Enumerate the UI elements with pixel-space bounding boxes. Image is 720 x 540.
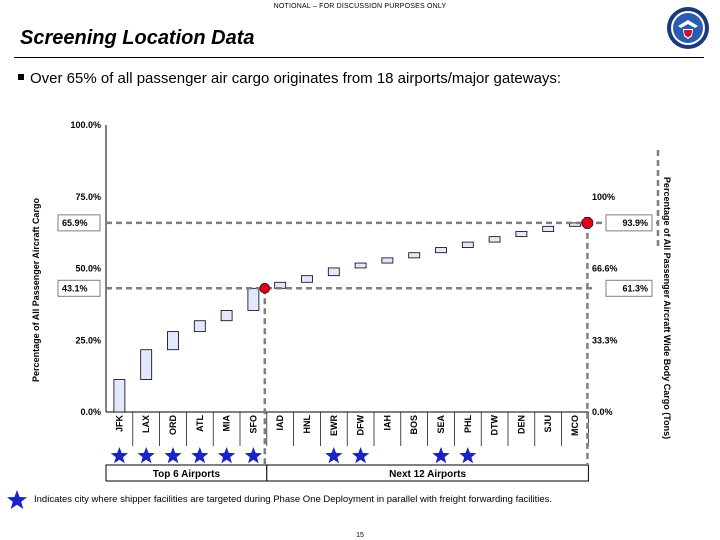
category-label: SJU	[543, 415, 553, 433]
cumulative-bar	[408, 252, 421, 259]
group-marker	[259, 283, 271, 294]
cumulative-bar	[435, 247, 447, 254]
category-label: MIA	[222, 415, 232, 432]
right-tick-label: 0.0%	[592, 407, 613, 417]
callout-right-lower: 61.3%	[622, 283, 648, 293]
star-icon	[244, 447, 262, 464]
star-icon	[7, 490, 27, 509]
category-label: DTW	[490, 415, 500, 436]
star-icon	[110, 447, 128, 464]
group-label: Top 6 Airports	[153, 469, 221, 480]
cumulative-bar	[488, 236, 501, 243]
classification-banner: NOTIONAL – FOR DISCUSSION PURPOSES ONLY	[273, 3, 447, 10]
cumulative-bar	[140, 349, 153, 380]
callout-right-upper-box	[605, 214, 653, 232]
cumulative-bar	[301, 275, 313, 283]
star-icon	[191, 447, 209, 464]
category-label: SEA	[436, 415, 446, 434]
legend-text: Indicates city where shipper facilities …	[34, 494, 553, 505]
category-label: SFO	[248, 415, 258, 434]
callout-right-upper: 93.9%	[622, 218, 648, 228]
cumulative-bar	[381, 257, 394, 264]
cumulative-bar	[247, 287, 260, 311]
category-label: MCO	[570, 415, 580, 436]
category-label: DFW	[356, 415, 366, 436]
cumulative-bar	[569, 222, 581, 227]
category-label: IAH	[382, 415, 392, 431]
cumulative-bar	[542, 225, 555, 232]
cumulative-bar	[327, 267, 340, 277]
summary-bullet-text: Over 65% of all passenger air cargo orig…	[30, 70, 562, 87]
left-tick-label: 25.0%	[75, 335, 101, 345]
callout-left-upper-box	[57, 214, 101, 232]
category-label: IAD	[275, 415, 285, 431]
callout-left-lower-box	[57, 279, 101, 297]
cumulative-bar	[193, 320, 206, 333]
star-icon	[325, 447, 343, 464]
category-label: LAX	[141, 415, 151, 433]
star-icon	[459, 447, 477, 464]
right-tick-label: 100%	[592, 192, 615, 202]
page-number: 15	[356, 532, 364, 539]
star-icon	[218, 447, 236, 464]
cumulative-bar	[354, 262, 367, 269]
star-icon	[137, 447, 155, 464]
cumulative-bar	[461, 241, 474, 248]
callout-right-lower-box	[605, 279, 653, 297]
right-axis-label: Percentage of All Passenger Aircraft Wid…	[662, 176, 672, 440]
cumulative-bar	[167, 331, 179, 351]
group-box-next	[266, 464, 589, 482]
cumulative-bar	[515, 231, 528, 238]
page-title: Screening Location Data	[20, 27, 255, 49]
right-tick-label: 66.6%	[592, 264, 618, 274]
category-label: JFK	[114, 415, 124, 433]
group-label: Next 12 Airports	[389, 469, 466, 480]
star-icon	[352, 447, 370, 464]
left-tick-label: 50.0%	[75, 264, 101, 274]
title-divider	[14, 57, 704, 58]
total-marker	[581, 217, 594, 229]
right-tick-label: 33.3%	[592, 335, 618, 345]
category-label: DEN	[516, 415, 526, 434]
category-label: ATL	[195, 414, 205, 431]
callout-left-lower: 43.1%	[62, 283, 88, 293]
summary-bullet: Over 65% of all passenger air cargo orig…	[18, 70, 561, 87]
category-label: BOS	[409, 415, 419, 435]
callout-left-upper: 65.9%	[62, 218, 88, 228]
left-tick-label: 0.0%	[80, 407, 101, 417]
dhs-seal-icon	[667, 7, 709, 49]
left-tick-label: 75.0%	[75, 192, 101, 202]
left-axis-label: Percentage of All Passenger Aircraft Car…	[31, 198, 41, 382]
bullet-icon	[18, 74, 24, 81]
category-label: HNL	[302, 415, 312, 434]
left-tick-label: 100.0%	[70, 120, 101, 130]
cumulative-bar	[113, 379, 126, 413]
star-icon	[164, 447, 182, 464]
category-label: EWR	[329, 415, 339, 436]
cumulative-bar	[220, 310, 233, 322]
star-icon	[432, 447, 450, 464]
category-label: ORD	[168, 415, 178, 436]
category-label: PHL	[463, 414, 473, 433]
